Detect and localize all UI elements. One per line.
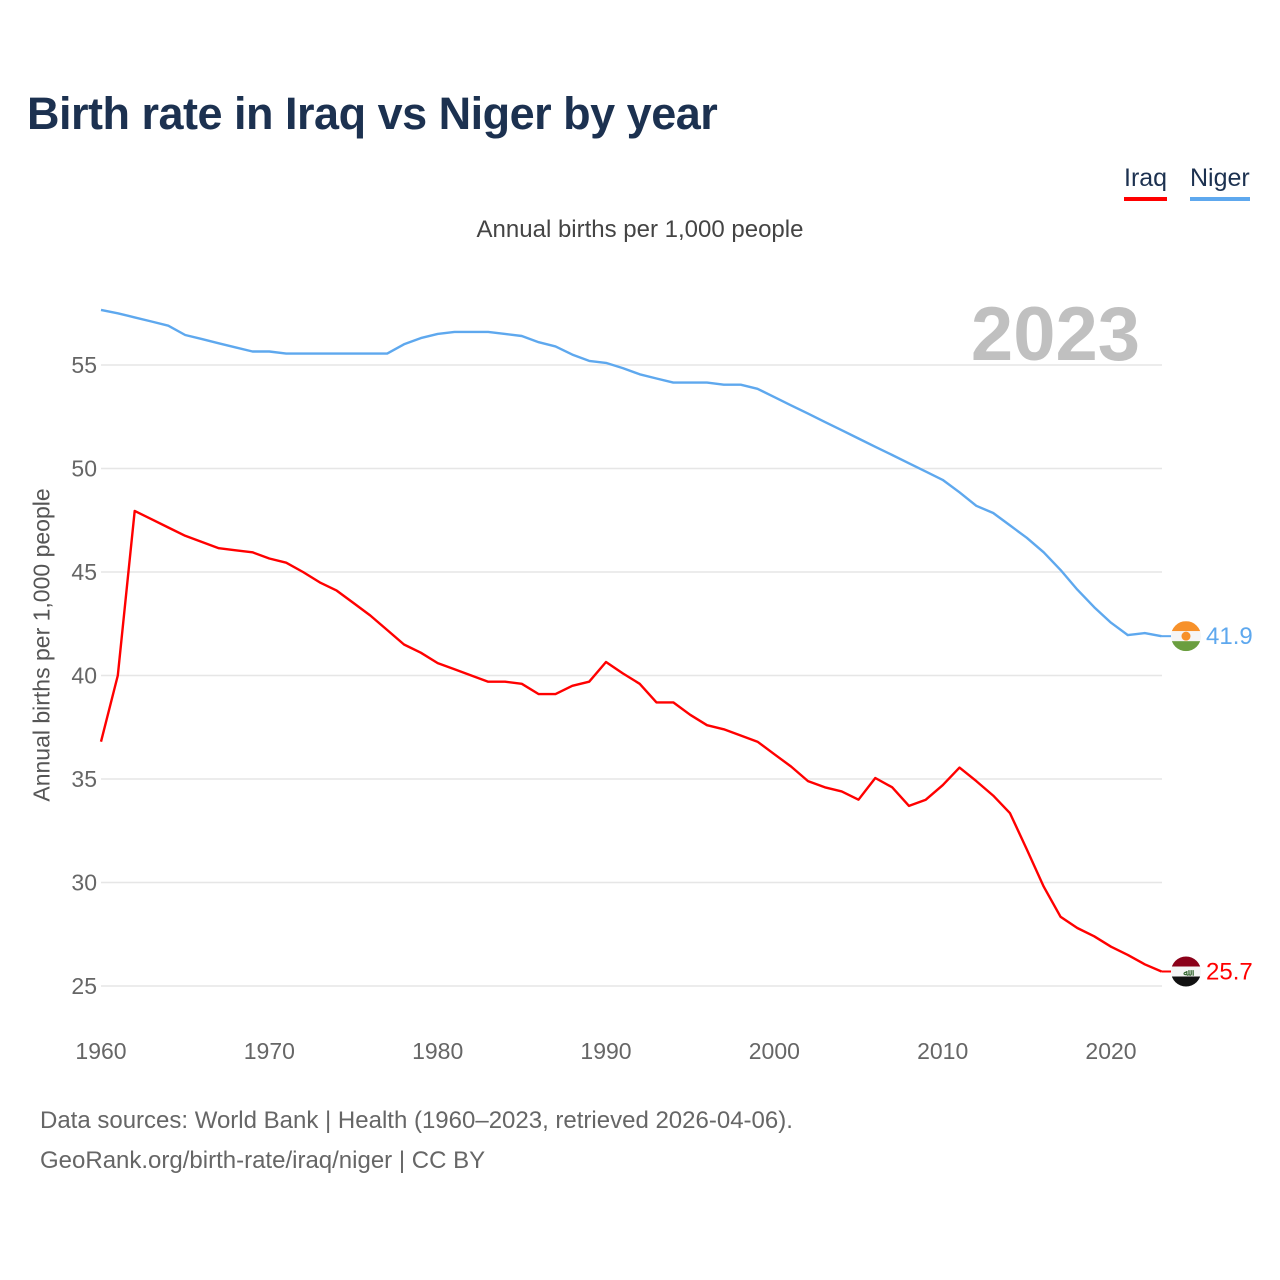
- legend-item-iraq[interactable]: Iraq: [1124, 164, 1168, 201]
- gridlines: 25 30 35 40 45 50 55 1960 1970 1980 1990 2000 2010 20…: [71, 352, 1162, 1064]
- x-tick-label: 2000: [749, 1038, 800, 1064]
- flag-stripe: [1171, 641, 1201, 652]
- y-tick-label: 25: [71, 973, 97, 999]
- footer-sources: Data sources: World Bank | Health (1960–…: [40, 1107, 793, 1134]
- flag-stripe: [1171, 956, 1201, 967]
- x-tick-label: 1970: [244, 1038, 295, 1064]
- series-line-iraq: [99, 509, 1162, 973]
- end-value-label-iraq: 25.7: [1206, 959, 1253, 986]
- x-tick-label: 2010: [917, 1038, 968, 1064]
- end-value-label-niger: 41.9: [1206, 623, 1253, 650]
- niger-flag-icon: [1171, 621, 1201, 652]
- x-tick-label: 1980: [412, 1038, 463, 1064]
- year-badge: 2023: [971, 292, 1140, 377]
- x-tick-label: 2020: [1085, 1038, 1136, 1064]
- footer-link[interactable]: GeoRank.org/birth-rate/iraq/niger | CC B…: [40, 1147, 486, 1174]
- flag-sun: [1181, 631, 1191, 641]
- flag-stripe: [1171, 976, 1201, 987]
- y-tick-label: 55: [71, 352, 97, 378]
- legend-item-niger[interactable]: Niger: [1190, 164, 1250, 201]
- y-tick-label: 45: [71, 559, 97, 585]
- y-tick-label: 40: [71, 663, 97, 689]
- x-tick-label: 1960: [75, 1038, 126, 1064]
- end-markers: 41.9 ﷲ 25.7: [1161, 621, 1253, 987]
- chart-title: Birth rate in Iraq vs Niger by year: [27, 88, 718, 139]
- flag-stripe: [1171, 966, 1201, 977]
- series-line-niger: [100, 308, 1162, 638]
- chart-subtitle: Annual births per 1,000 people: [476, 216, 804, 243]
- iraq-flag-icon: ﷲ: [1171, 956, 1201, 987]
- x-tick-label: 1990: [580, 1038, 631, 1064]
- series-lines: [99, 308, 1162, 973]
- y-tick-label: 30: [71, 870, 97, 896]
- flag-stripe: [1171, 621, 1201, 632]
- y-tick-label: 35: [71, 766, 97, 792]
- y-tick-label: 50: [71, 456, 97, 482]
